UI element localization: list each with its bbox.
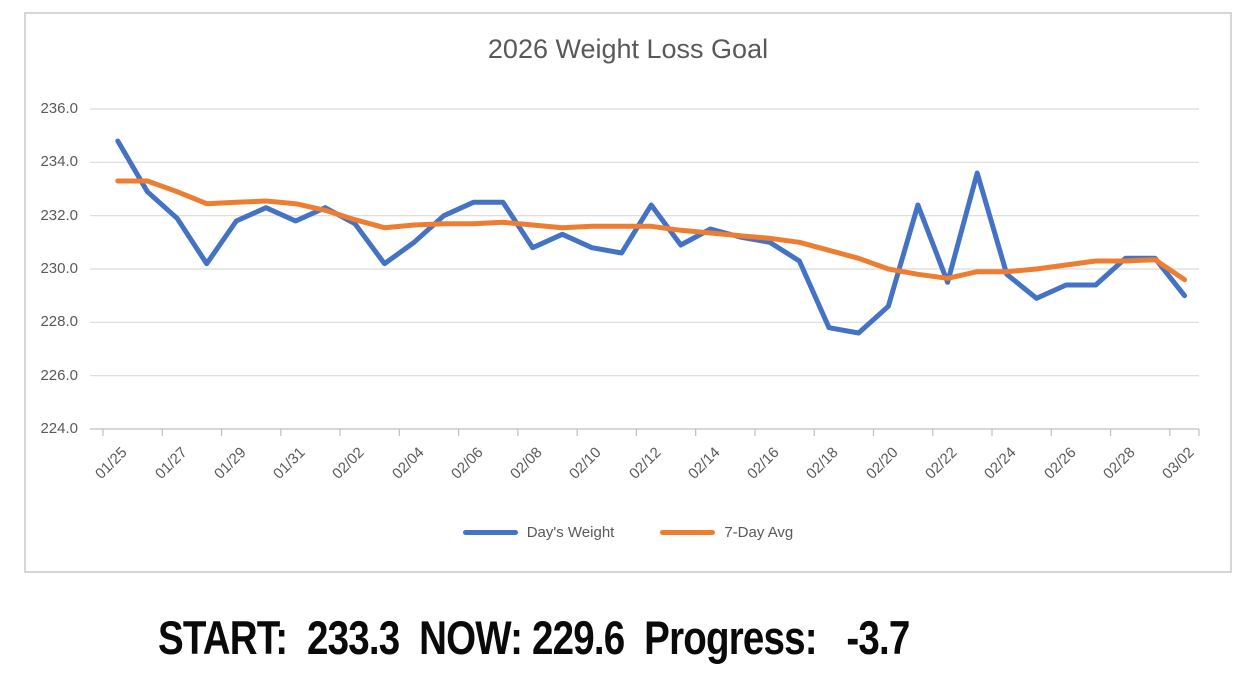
progress-summary-text: START: 233.3 NOW: 229.6 Progress: -3.7 bbox=[158, 611, 910, 664]
chart-title: 2026 Weight Loss Goal bbox=[487, 34, 769, 64]
orange-line-swatch-icon bbox=[660, 530, 716, 535]
series-line-day-s-weight bbox=[115, 138, 1188, 336]
legend-label: 7-Day Avg bbox=[724, 524, 794, 541]
legend-item-days-weight: Day's Weight bbox=[462, 524, 615, 541]
chart-container: 2026 Weight Loss Goal Day's Weight 7-Day… bbox=[24, 12, 1232, 573]
series-line-7-day-avg bbox=[115, 178, 1188, 283]
chart-legend: Day's Weight 7-Day Avg bbox=[26, 524, 1230, 541]
y-axis-label: 226.0 bbox=[40, 366, 78, 384]
chart-plot-area bbox=[90, 108, 1200, 437]
legend-label: Day's Weight bbox=[526, 524, 615, 541]
blue-line-swatch-icon bbox=[462, 530, 518, 535]
legend-item-7day-avg: 7-Day Avg bbox=[660, 524, 793, 541]
y-axis-label: 230.0 bbox=[40, 260, 78, 277]
y-axis-label: 224.0 bbox=[40, 420, 78, 437]
y-axis-label: 232.0 bbox=[40, 206, 78, 224]
y-axis-label: 228.0 bbox=[40, 313, 78, 331]
y-axis-label: 236.0 bbox=[40, 100, 78, 117]
y-axis-label: 234.0 bbox=[40, 153, 78, 171]
